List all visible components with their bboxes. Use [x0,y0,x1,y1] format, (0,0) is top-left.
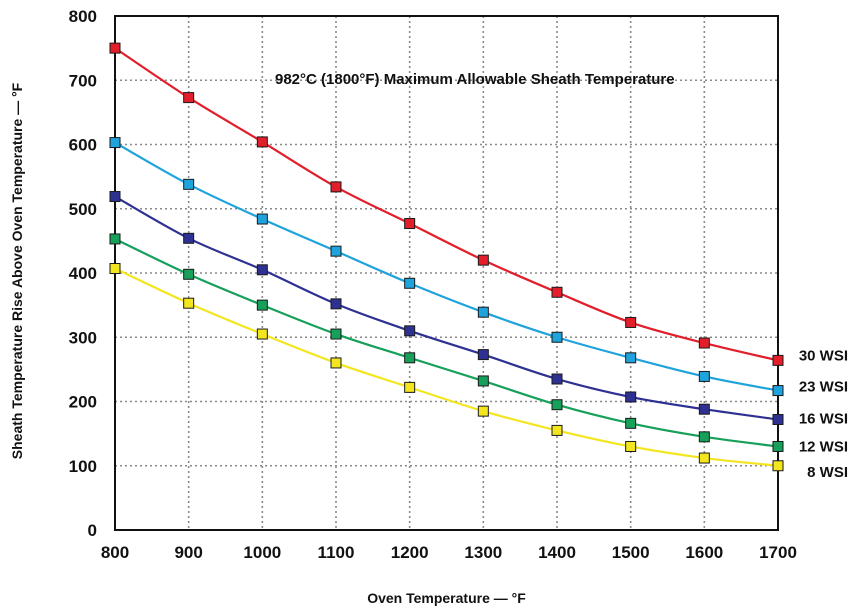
data-point [183,268,195,280]
data-point [256,328,268,340]
x-tick-label: 1500 [612,543,650,562]
data-point [477,254,489,266]
data-point [109,137,121,149]
series-12-wsi: 12 WSI [109,233,848,455]
series-8-wsi: 8 WSI [109,263,848,481]
data-point [772,385,784,397]
series-group: 30 WSI 23 WSI 16 WSI 12 WSI 8 WSI [109,42,848,481]
x-tick-label: 800 [101,543,129,562]
series-label: 8 WSI [807,464,848,481]
y-axis-title: Sheath Temperature Rise Above Oven Tempe… [9,82,25,459]
data-point [183,232,195,244]
series-label: 30 WSI [799,347,848,364]
data-point [404,352,416,364]
series-line [114,47,779,362]
x-tick-label: 1100 [318,543,355,562]
series-label: 12 WSI [799,438,848,455]
y-tick-labels: 0 100 200 300 400 500 600 700 800 [69,7,97,540]
data-point [551,399,563,411]
x-tick-label: 1400 [538,543,576,562]
data-point [109,191,121,203]
series-line [114,267,779,467]
series-23-wsi: 23 WSI [109,137,848,397]
x-tick-label: 900 [174,543,202,562]
x-tick-label: 1700 [759,543,797,562]
y-tick-label: 0 [88,521,97,540]
y-tick-label: 500 [69,200,97,219]
data-point [625,316,637,328]
data-point [625,352,637,364]
y-tick-label: 400 [69,264,97,283]
x-tick-label: 1000 [243,543,281,562]
data-point [109,263,121,275]
data-point [477,405,489,417]
data-point [625,391,637,403]
data-point [772,460,784,472]
data-point [109,42,121,54]
data-point [330,357,342,369]
grid [115,16,778,530]
series-16-wsi: 16 WSI [109,191,848,427]
data-point [330,245,342,257]
y-tick-label: 200 [69,393,97,412]
data-point [698,452,710,464]
annotation: 982°C (1800°F) Maximum Allowable Sheath … [275,71,675,88]
series-30-wsi: 30 WSI [109,42,848,366]
y-tick-label: 800 [69,7,97,26]
data-point [256,136,268,148]
series-label: 16 WSI [799,410,848,427]
data-point [404,381,416,393]
x-axis-title: Oven Temperature — °F [367,590,526,606]
data-point [183,178,195,190]
data-point [698,337,710,349]
data-point [698,370,710,382]
x-tick-labels: 800 900 1000 1100 1200 1300 1400 1500 1600 1700 [101,543,797,562]
y-tick-label: 700 [69,71,97,90]
data-point [551,424,563,436]
y-tick-label: 100 [69,457,97,476]
data-point [772,413,784,425]
series-line [114,237,779,448]
data-point [256,299,268,311]
data-point [551,286,563,298]
series-label: 23 WSI [799,379,848,396]
series-line [114,195,779,421]
x-tick-label: 1200 [391,543,429,562]
y-tick-label: 600 [69,136,97,155]
data-point [625,417,637,429]
data-point [256,213,268,225]
data-point [404,277,416,289]
y-tick-label: 300 [69,328,97,347]
data-point [772,354,784,366]
data-point [404,218,416,230]
data-point [477,375,489,387]
data-point [109,233,121,245]
data-point [183,297,195,309]
data-point [698,431,710,443]
data-point [330,328,342,340]
data-point [477,306,489,318]
data-point [551,373,563,385]
data-point [551,331,563,343]
data-point [256,264,268,276]
data-point [772,440,784,452]
series-line [114,141,779,392]
data-point [625,440,637,452]
x-tick-label: 1600 [685,543,723,562]
data-point [698,403,710,415]
data-point [404,325,416,337]
data-point [183,92,195,104]
data-point [330,298,342,310]
data-point [330,181,342,193]
data-point [477,349,489,361]
x-tick-label: 1300 [464,543,502,562]
